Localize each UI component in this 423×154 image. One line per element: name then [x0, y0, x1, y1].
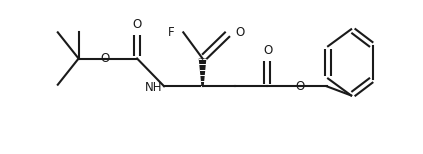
Text: O: O — [295, 80, 304, 93]
Text: O: O — [100, 52, 110, 65]
Text: O: O — [132, 18, 142, 31]
Text: O: O — [236, 26, 245, 39]
Text: F: F — [168, 26, 174, 39]
Polygon shape — [199, 59, 206, 86]
Text: NH: NH — [145, 81, 162, 94]
Text: O: O — [264, 44, 272, 57]
